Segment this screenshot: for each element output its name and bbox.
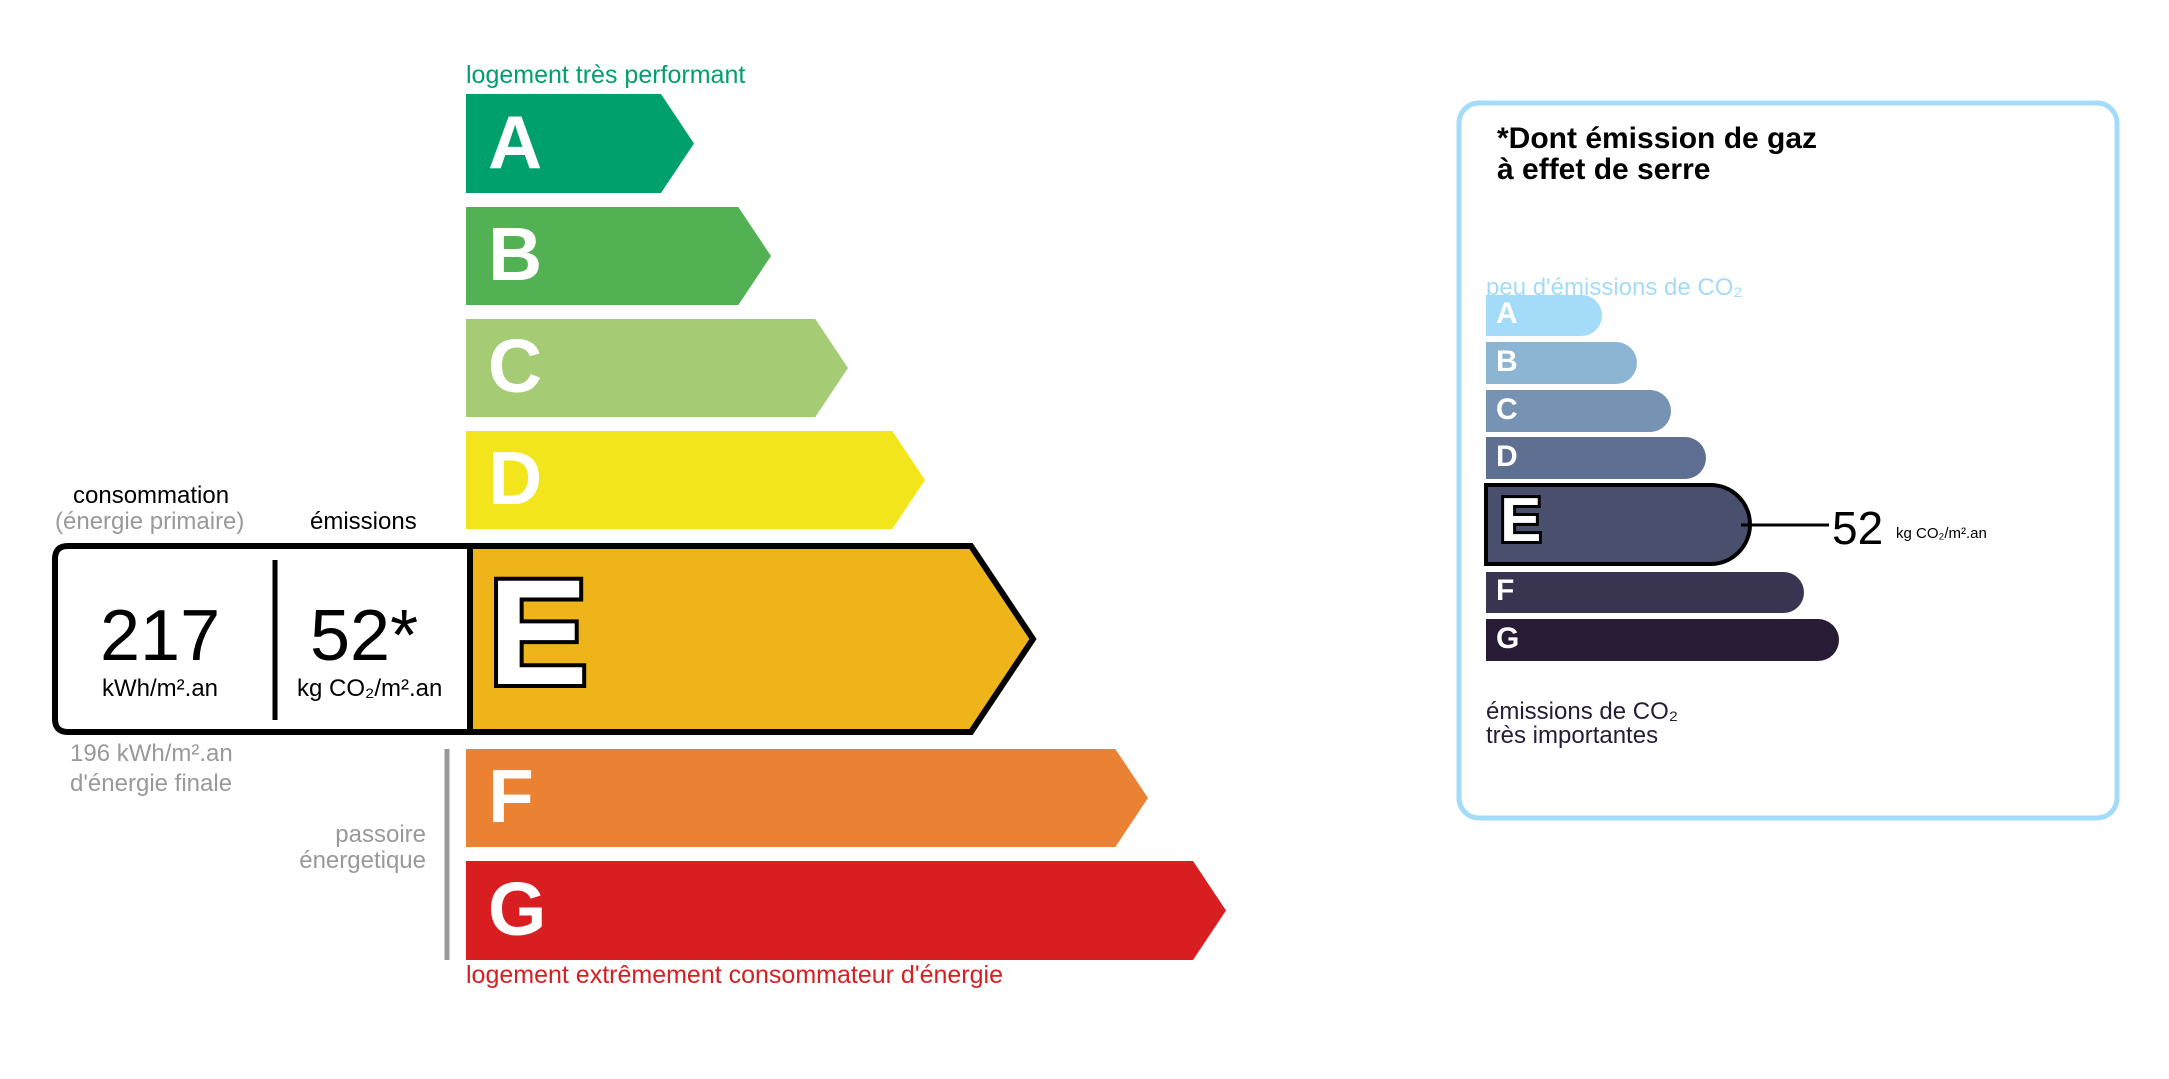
ges-bar-b — [1486, 342, 1637, 384]
energy-bar-b — [466, 207, 771, 305]
ges-value: 52 — [1832, 502, 1884, 554]
ges-letter-g: G — [1496, 621, 1520, 655]
consumption-sub-label: (énergie primaire) — [55, 508, 245, 535]
final-energy-line1: 196 kWh/m².an — [70, 740, 233, 767]
ges-bar-d — [1486, 437, 1706, 479]
ges-top-label: peu d'émissions de CO₂ — [1486, 274, 1743, 301]
energy-letter-b: B — [488, 212, 543, 296]
energy-letter-e: E — [484, 547, 592, 716]
ges-letter-f: F — [1496, 574, 1515, 607]
emissions-unit: kg CO₂/m².an — [297, 675, 443, 702]
ges-bar-f — [1486, 572, 1804, 613]
energy-bar-f — [466, 749, 1148, 847]
passoire-line2: énergetique — [299, 847, 426, 874]
emissions-value: 52* — [310, 596, 419, 676]
consumption-unit: kWh/m².an — [102, 675, 219, 702]
ges-bar-c — [1486, 390, 1671, 432]
ges-bar-g — [1486, 619, 1839, 661]
ges-letter-c: C — [1496, 392, 1518, 426]
ges-unit: kg CO₂/m².an — [1896, 525, 1987, 542]
ges-letter-b: B — [1496, 344, 1518, 378]
ges-bar-e — [1484, 483, 1752, 566]
final-energy-line2: d'énergie finale — [70, 770, 233, 797]
energy-letter-f: F — [488, 754, 534, 838]
ges-bar-a — [1486, 295, 1602, 336]
ges-title-line2: à effet de serre — [1497, 153, 1711, 186]
energy-bar-c — [466, 319, 848, 417]
ges-letter-a: A — [1496, 297, 1518, 330]
energy-letter-a: A — [488, 99, 543, 184]
ges-bottom-line2: très importantes — [1486, 722, 1659, 749]
energy-letter-c: C — [488, 324, 543, 408]
consumption-label: consommation — [73, 482, 230, 509]
energy-bar-g — [466, 861, 1226, 960]
consumption-value: 217 — [100, 596, 221, 676]
energy-value-box — [52, 543, 473, 735]
ges-letter-e: E — [1497, 486, 1544, 556]
energy-bar-d — [466, 431, 925, 529]
emissions-label: émissions — [310, 508, 417, 535]
ges-letter-d: D — [1496, 439, 1518, 473]
energy-letter-d: D — [488, 436, 543, 520]
ges-bottom-line1: émissions de CO₂ — [1486, 698, 1679, 725]
energy-top-label: logement très performant — [466, 61, 746, 89]
passoire-line1: passoire — [335, 821, 426, 848]
energy-bar-a — [466, 94, 694, 193]
ges-title-line1: *Dont émission de gaz — [1497, 122, 1818, 155]
energy-letter-g: G — [488, 866, 547, 951]
energy-bottom-label: logement extrêmement consommateur d'éner… — [466, 961, 1003, 989]
